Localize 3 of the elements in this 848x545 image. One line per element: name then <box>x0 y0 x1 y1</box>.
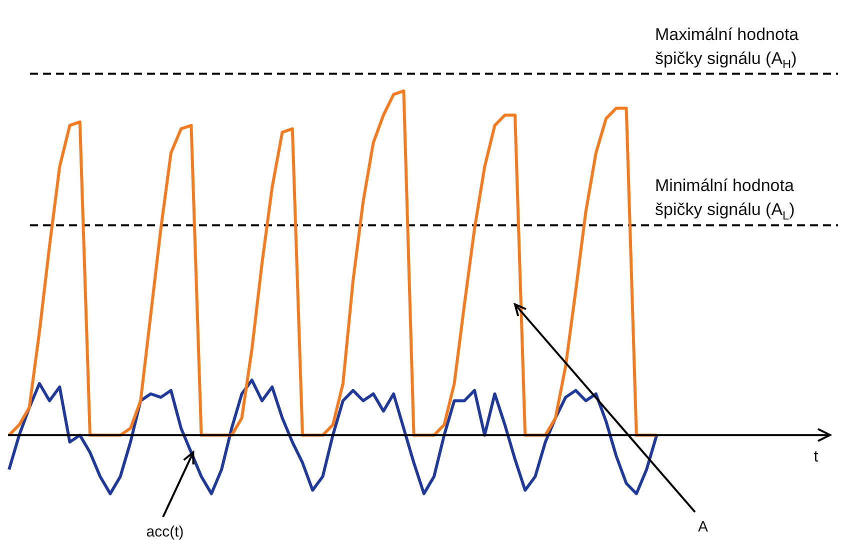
text: acc(t) <box>146 524 184 541</box>
text: t <box>814 448 819 466</box>
text: A <box>698 518 708 536</box>
